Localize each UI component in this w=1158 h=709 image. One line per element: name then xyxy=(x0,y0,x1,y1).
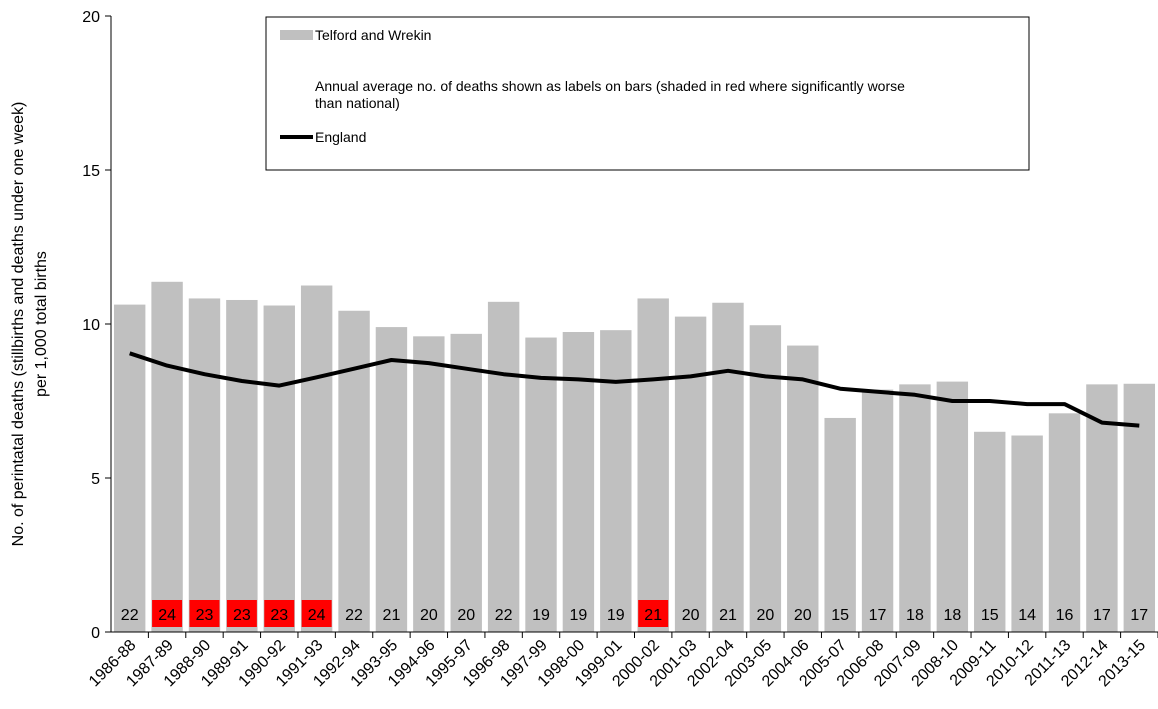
bar-2002-04 xyxy=(712,302,744,632)
bar-1996-98 xyxy=(487,301,520,632)
legend-entry-note-line1: Annual average no. of deaths shown as la… xyxy=(315,78,905,94)
y-tick-label-10: 10 xyxy=(82,317,100,334)
bar-2001-03 xyxy=(674,316,707,632)
y-axis-title-line1: No. of perintatal deaths (stillbirths an… xyxy=(10,102,27,547)
bar-1992-94 xyxy=(338,310,370,632)
bar-2004-06 xyxy=(787,345,819,632)
bars-group xyxy=(113,281,1156,632)
y-ticks: 0 5 10 15 20 xyxy=(82,9,111,642)
bar-2006-08 xyxy=(861,389,894,632)
bar-2011-13 xyxy=(1048,413,1081,632)
bar-2003-05 xyxy=(749,325,782,632)
count-highlight-1987-89 xyxy=(152,600,183,627)
count-label-2000-02: 21 xyxy=(644,607,662,624)
count-label-2001-03: 20 xyxy=(682,607,700,624)
count-labels: 22 24 23 23 23 24 22 21 20 20 22 19 19 19 21 20 21 20 20 15… xyxy=(121,607,1149,624)
count-label-1995-97: 20 xyxy=(457,607,475,624)
bar-2013-15 xyxy=(1123,383,1156,632)
x-ticks xyxy=(147,632,1158,638)
count-label-1998-00: 19 xyxy=(570,607,588,624)
bar-1999-01 xyxy=(600,330,632,632)
count-label-1989-91: 23 xyxy=(233,607,251,624)
count-label-boxes xyxy=(152,600,669,627)
count-label-2012-14: 17 xyxy=(1093,607,1111,624)
count-label-2003-05: 20 xyxy=(756,607,774,624)
bar-1986-88 xyxy=(113,304,146,632)
count-label-2008-10: 18 xyxy=(943,607,961,624)
bar-1989-91 xyxy=(226,299,258,632)
bar-1990-92 xyxy=(263,305,295,632)
legend-swatch-telford xyxy=(280,30,313,40)
count-highlight-2000-02 xyxy=(638,600,669,627)
count-highlight-1989-91 xyxy=(226,600,257,627)
bar-1988-90 xyxy=(188,298,221,632)
bar-2012-14 xyxy=(1086,384,1118,632)
bar-1991-93 xyxy=(300,285,333,632)
bar-2009-11 xyxy=(974,431,1006,632)
y-tick-label-15: 15 xyxy=(82,163,100,180)
bar-2000-02 xyxy=(637,298,669,632)
count-label-1990-92: 23 xyxy=(270,607,288,624)
count-label-2006-08: 17 xyxy=(869,607,887,624)
count-label-2007-09: 18 xyxy=(906,607,924,624)
count-label-1986-88: 22 xyxy=(121,607,139,624)
count-label-1991-93: 24 xyxy=(308,607,326,624)
count-label-2009-11: 15 xyxy=(981,607,999,624)
count-label-1997-99: 19 xyxy=(532,607,550,624)
count-label-2011-13: 16 xyxy=(1056,607,1074,624)
y-axis-title-line2: per 1,000 total births xyxy=(33,251,50,397)
y-tick-label-5: 5 xyxy=(91,471,100,488)
count-label-2005-07: 15 xyxy=(831,607,849,624)
bar-2007-09 xyxy=(899,384,931,632)
count-highlight-1988-90 xyxy=(189,600,220,627)
y-tick-label-20: 20 xyxy=(82,9,100,26)
bar-1987-89 xyxy=(151,281,183,632)
bar-2008-10 xyxy=(936,381,969,632)
x-tick-labels: 1986-881987-891988-901989-911990-921991-… xyxy=(86,637,1149,691)
count-label-2002-04: 21 xyxy=(719,607,737,624)
count-label-1992-94: 22 xyxy=(345,607,363,624)
count-label-1996-98: 22 xyxy=(495,607,513,624)
legend-entry-england: England xyxy=(315,129,366,145)
legend-entry-note-line2: than national) xyxy=(315,95,400,111)
count-label-1999-01: 19 xyxy=(607,607,625,624)
count-label-2010-12: 14 xyxy=(1018,607,1036,624)
y-tick-label-0: 0 xyxy=(91,625,100,642)
count-highlight-1991-93 xyxy=(301,600,332,627)
count-label-1988-90: 23 xyxy=(196,607,214,624)
bar-1993-95 xyxy=(375,327,408,632)
legend-entry-telford: Telford and Wrekin xyxy=(315,27,431,43)
legend: Telford and Wrekin Annual average no. of… xyxy=(265,16,1030,171)
bar-1994-96 xyxy=(413,336,445,632)
count-label-1987-89: 24 xyxy=(158,607,176,624)
bar-2010-12 xyxy=(1011,435,1043,632)
legend-box xyxy=(265,16,1030,171)
bar-1997-99 xyxy=(525,337,557,632)
count-label-1993-95: 21 xyxy=(383,607,401,624)
count-label-1994-96: 20 xyxy=(420,607,438,624)
bar-2005-07 xyxy=(824,417,856,632)
count-highlight-1990-92 xyxy=(264,600,295,627)
count-label-2013-15: 17 xyxy=(1130,607,1148,624)
bar-1995-97 xyxy=(450,333,482,632)
england-line xyxy=(129,351,1140,428)
count-label-2004-06: 20 xyxy=(794,607,812,624)
